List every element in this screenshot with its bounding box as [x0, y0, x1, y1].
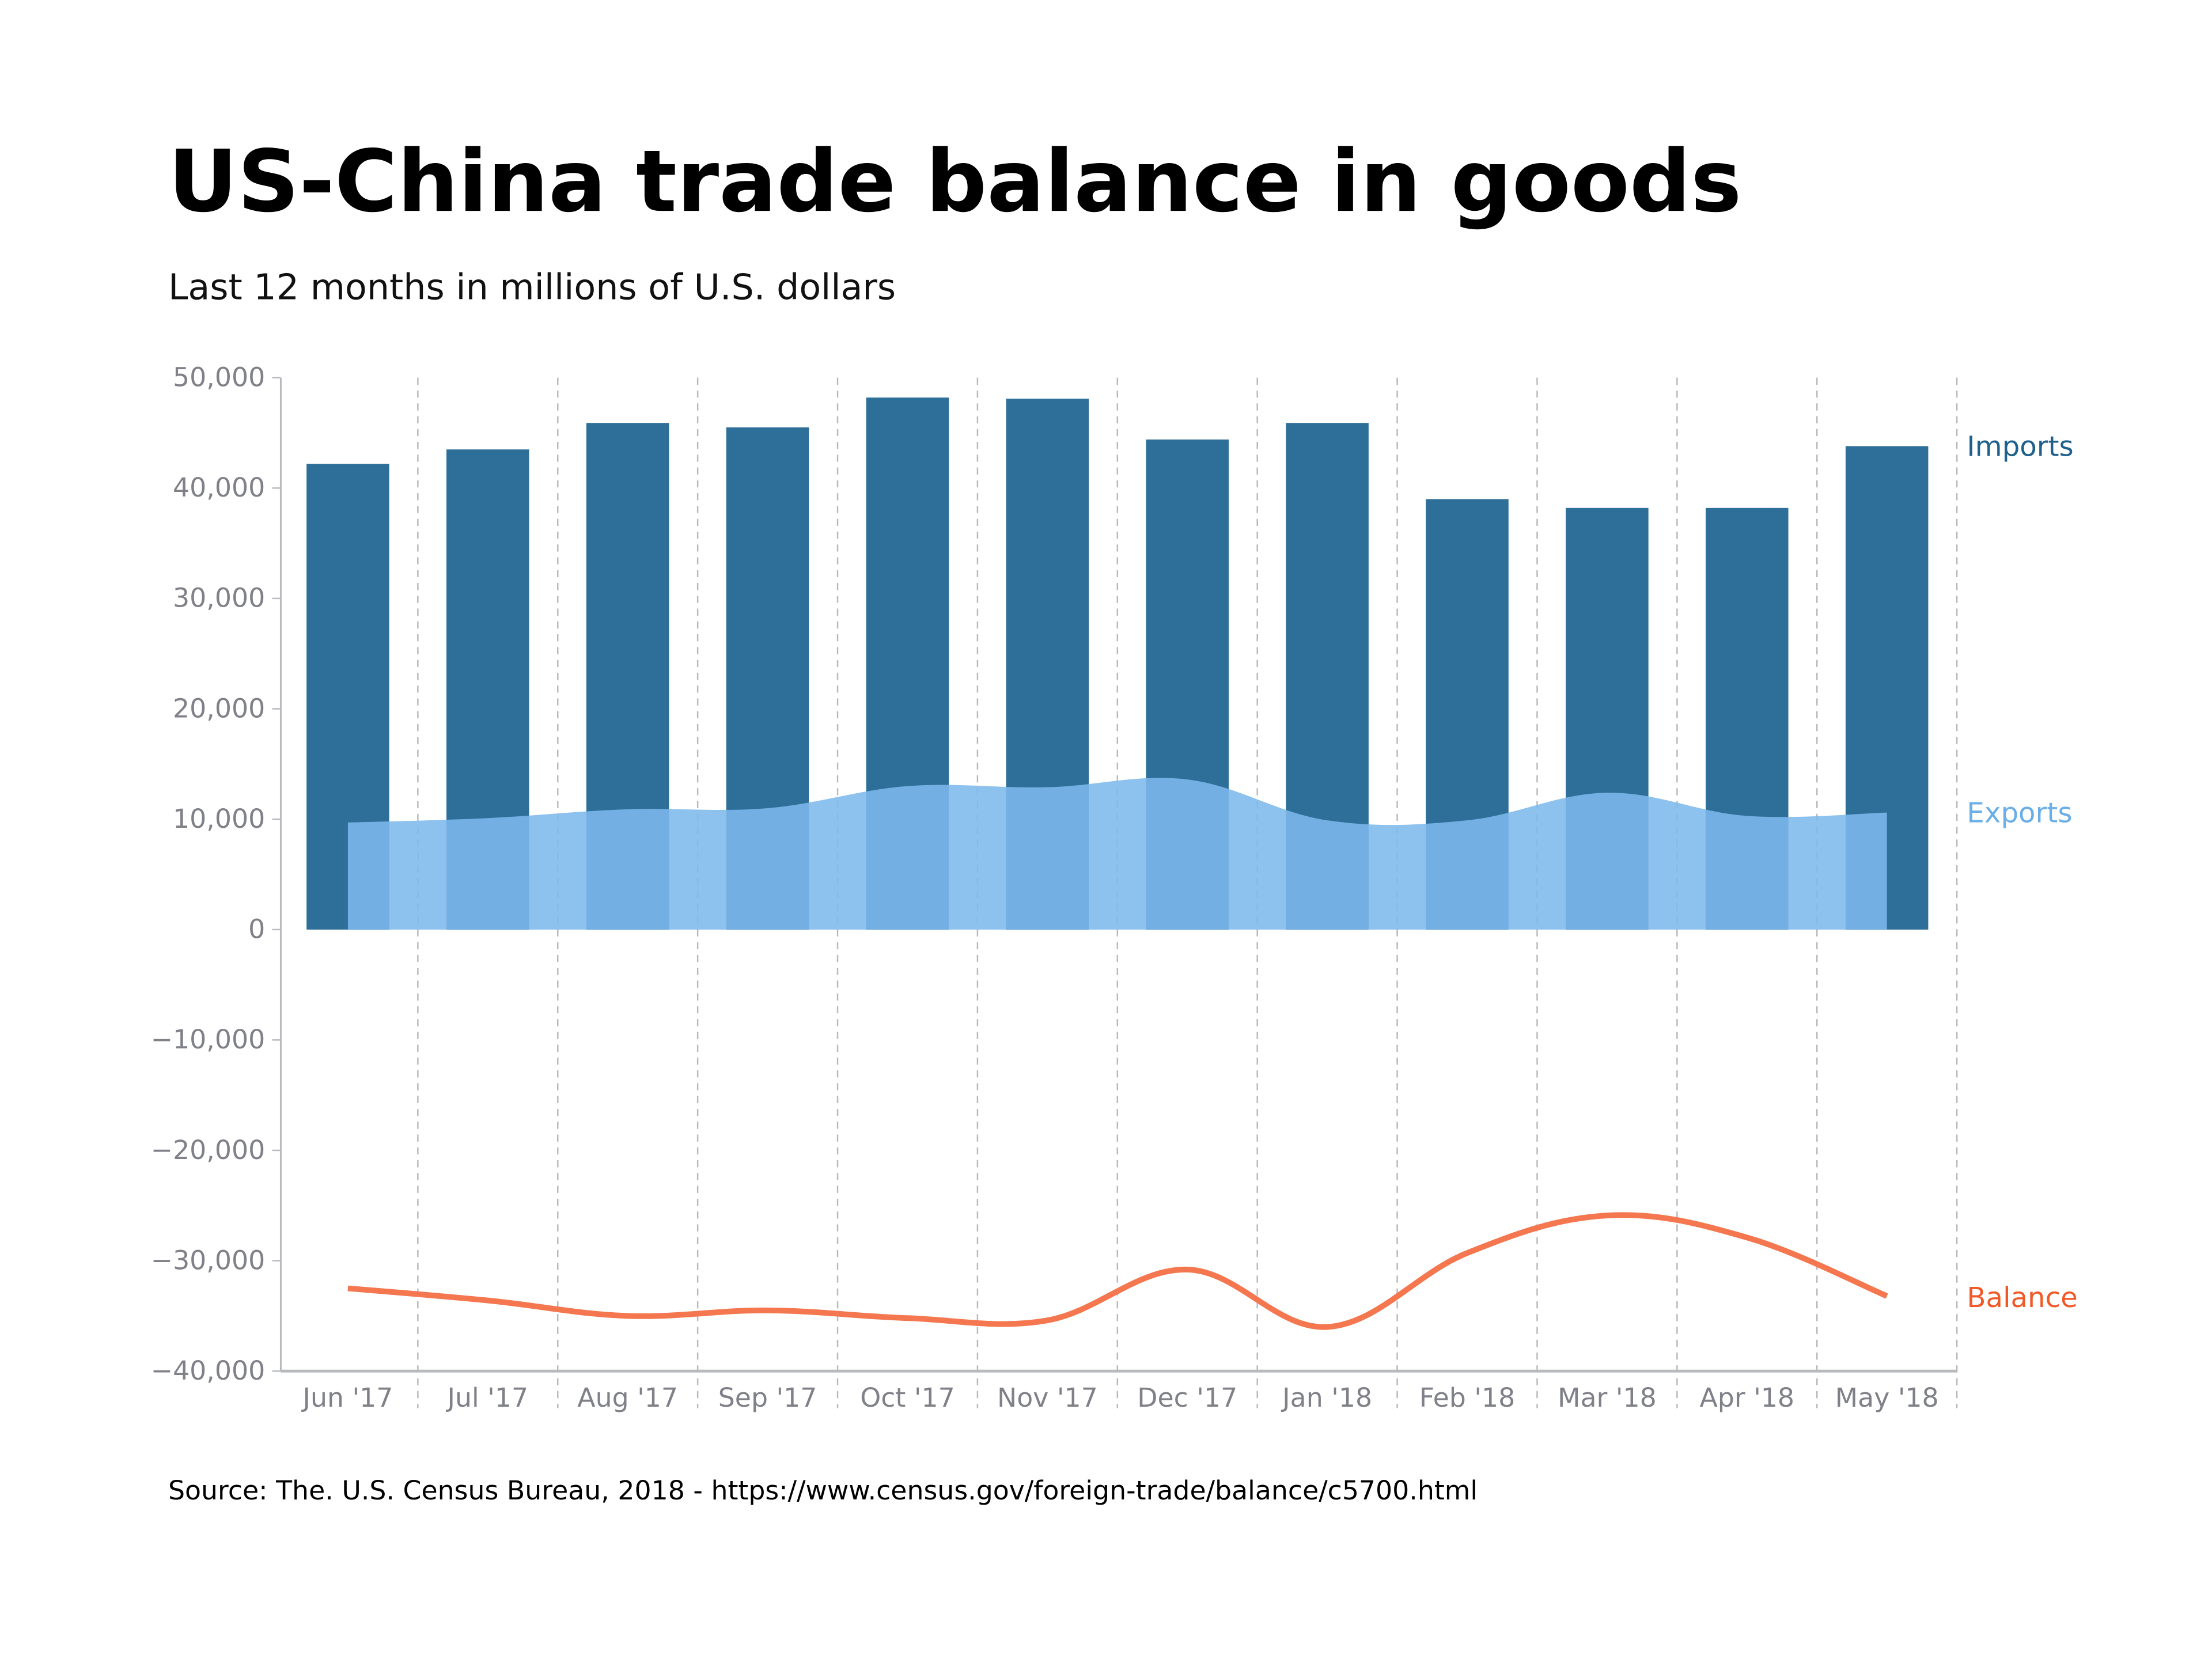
x-axis: Jun '17 Jul '17 Aug '17 Sep '17 Oct '17 Nov '…: [281, 1369, 1957, 1413]
series-label-imports: Imports: [1967, 431, 2073, 463]
y-tick-label: 20,000: [173, 693, 265, 724]
y-tick-label: −30,000: [151, 1245, 265, 1275]
x-tick-label: Jan '18: [1281, 1382, 1372, 1413]
series-label-balance: Balance: [1967, 1282, 2077, 1314]
chart-title: US-China trade balance in goods: [168, 132, 1742, 232]
series-label-exports: Exports: [1967, 797, 2072, 830]
x-tick-label: Sep '17: [718, 1382, 817, 1413]
balance-line: [347, 1212, 1888, 1330]
y-tick-label: 10,000: [173, 804, 265, 834]
y-tick-label: 0: [248, 914, 265, 945]
x-tick-label: Oct '17: [860, 1382, 955, 1413]
x-tick-label: Apr '18: [1700, 1382, 1795, 1413]
exports-area: [347, 778, 1887, 930]
x-tick-label: Aug '17: [577, 1382, 678, 1413]
source-note: Source: The. U.S. Census Bureau, 2018 - …: [168, 1475, 1478, 1506]
x-tick-label: Jul '17: [446, 1382, 529, 1413]
y-tick-label: 40,000: [173, 472, 265, 503]
y-tick-label: −40,000: [151, 1355, 265, 1386]
x-tick-label: Jun '17: [301, 1382, 393, 1413]
x-tick-label: May '18: [1835, 1382, 1939, 1413]
x-tick-label: Mar '18: [1558, 1382, 1657, 1413]
y-axis: 50,000 40,000 30,000 20,000 10,000 0 −10,000 −2…: [151, 362, 282, 1386]
x-tick-label: Dec '17: [1137, 1382, 1237, 1413]
y-tick-label: 30,000: [173, 583, 265, 613]
y-tick-label: −10,000: [151, 1024, 265, 1055]
y-tick-label: −20,000: [151, 1135, 265, 1165]
balance-line-group: [347, 1212, 1888, 1330]
exports-area-group: [347, 778, 1887, 930]
chart-subtitle: Last 12 months in millions of U.S. dolla…: [168, 267, 896, 308]
series-labels: Imports Exports Balance: [1967, 431, 2077, 1314]
x-tick-label: Nov '17: [997, 1382, 1098, 1413]
y-tick-label: 50,000: [173, 362, 265, 393]
x-tick-label: Feb '18: [1419, 1382, 1515, 1413]
